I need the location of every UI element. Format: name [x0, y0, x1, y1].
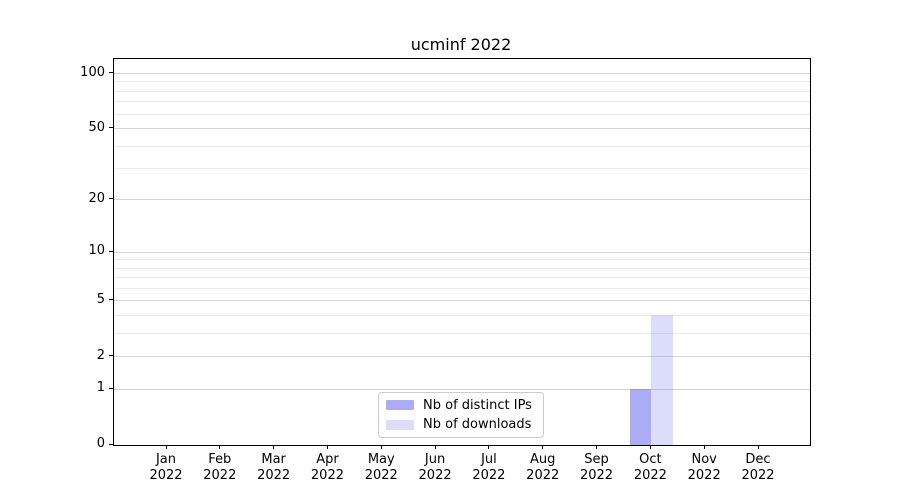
x-axis-tick — [649, 445, 651, 449]
legend-item-distinct-ips: Nb of distinct IPs — [386, 397, 536, 414]
gridline-minor — [114, 145, 810, 147]
y-tick-label: 2 — [96, 347, 105, 363]
bar-downloads — [651, 315, 673, 445]
x-axis-tick — [703, 445, 705, 449]
x-tick-year: 2022 — [579, 468, 614, 483]
x-tick-label: May 2022 — [353, 452, 409, 484]
x-axis-tick — [596, 445, 598, 449]
gridline-major — [114, 356, 810, 358]
plot-area — [113, 58, 811, 446]
y-axis-tick — [109, 355, 113, 357]
y-tick-label: 10 — [88, 243, 105, 258]
bar-distinct-ips — [629, 389, 652, 445]
y-axis-tick — [109, 72, 113, 74]
x-tick-label: Apr 2022 — [299, 452, 355, 484]
x-tick-year: 2022 — [310, 468, 344, 483]
x-tick-month: May — [367, 452, 395, 467]
y-axis-tick — [109, 127, 113, 129]
y-tick-label: 20 — [88, 190, 105, 206]
gridline-minor — [114, 314, 810, 316]
x-tick-month: Feb — [208, 452, 232, 467]
gridline-minor — [114, 267, 810, 269]
x-tick-year: 2022 — [149, 468, 183, 483]
x-tick-month: Sep — [584, 452, 609, 467]
x-axis-tick — [219, 445, 221, 449]
y-tick-label: 100 — [80, 64, 105, 80]
y-tick-label: 5 — [96, 291, 105, 307]
x-tick-year: 2022 — [526, 468, 560, 483]
y-axis-tick — [109, 443, 113, 445]
x-axis-tick — [542, 445, 544, 449]
x-tick-year: 2022 — [203, 468, 237, 483]
y-axis-tick — [109, 250, 113, 252]
x-tick-label: Oct 2022 — [622, 452, 678, 484]
legend-item-downloads: Nb of downloads — [386, 417, 536, 434]
legend-label-downloads: Nb of downloads — [423, 417, 532, 433]
x-tick-year: 2022 — [741, 468, 775, 483]
x-axis-tick — [434, 445, 436, 449]
x-tick-label: Sep 2022 — [569, 452, 625, 484]
y-axis-tick — [109, 198, 113, 200]
x-tick-month: Dec — [745, 452, 771, 467]
x-tick-month: Jul — [481, 452, 497, 467]
x-tick-year: 2022 — [633, 468, 667, 483]
x-axis-tick — [326, 445, 328, 449]
x-axis-tick — [273, 445, 275, 449]
gridline-major — [114, 300, 810, 302]
gridline-minor — [114, 90, 810, 92]
gridline-minor — [114, 81, 810, 83]
x-axis-tick — [380, 445, 382, 449]
x-axis-tick — [488, 445, 490, 449]
x-tick-year: 2022 — [687, 468, 721, 483]
x-tick-month: Nov — [691, 452, 717, 467]
y-tick-label: 50 — [88, 119, 105, 135]
gridline-major — [114, 199, 810, 201]
y-axis-tick — [109, 299, 113, 301]
gridline-minor — [114, 332, 810, 334]
x-axis-tick — [757, 445, 759, 449]
x-tick-year: 2022 — [418, 468, 452, 483]
x-tick-year: 2022 — [364, 468, 398, 483]
x-tick-label: Jun 2022 — [407, 452, 463, 484]
x-tick-label: Aug 2022 — [515, 452, 571, 484]
x-tick-year: 2022 — [257, 468, 291, 483]
x-tick-year: 2022 — [472, 468, 506, 483]
gridline-minor — [114, 287, 810, 289]
legend: Nb of distinct IPs Nb of downloads — [378, 392, 544, 438]
x-tick-label: Dec 2022 — [730, 452, 786, 484]
y-axis-tick — [109, 387, 113, 389]
gridline-major — [114, 251, 810, 253]
x-tick-month: Jan — [155, 452, 177, 467]
gridline-major — [114, 388, 810, 390]
x-tick-month: Jun — [424, 452, 446, 467]
x-tick-month: Apr — [316, 452, 339, 467]
gridline-minor — [114, 168, 810, 170]
gridline-major — [114, 128, 810, 130]
gridline-minor — [114, 259, 810, 261]
x-tick-label: Nov 2022 — [676, 452, 732, 484]
x-tick-month: Mar — [261, 452, 286, 467]
legend-swatch-distinct-ips — [386, 400, 414, 411]
x-tick-label: Mar 2022 — [246, 452, 302, 484]
y-tick-label: 0 — [96, 436, 105, 451]
gridline-minor — [114, 113, 810, 115]
x-axis-tick — [165, 445, 167, 449]
x-tick-label: Jan 2022 — [138, 452, 194, 484]
x-tick-label: Jul 2022 — [461, 452, 517, 484]
x-tick-month: Oct — [639, 452, 662, 467]
legend-label-distinct-ips: Nb of distinct IPs — [423, 397, 532, 413]
x-tick-label: Feb 2022 — [192, 452, 248, 484]
chart-title: ucminf 2022 — [410, 35, 512, 54]
gridline-minor — [114, 277, 810, 279]
x-tick-month: Aug — [530, 452, 556, 467]
legend-swatch-downloads — [386, 419, 414, 430]
gridline-minor — [114, 101, 810, 103]
gridline-major — [114, 73, 810, 75]
y-tick-label: 1 — [96, 380, 105, 396]
